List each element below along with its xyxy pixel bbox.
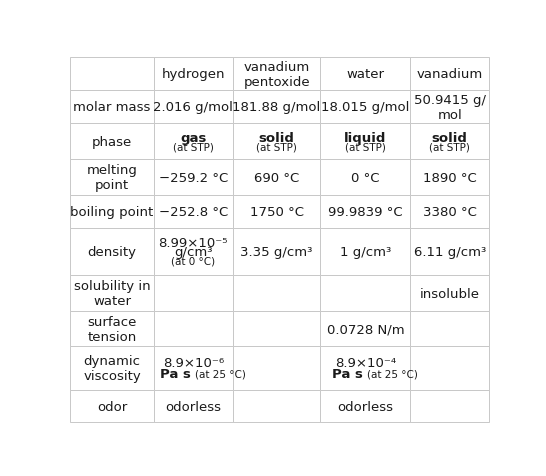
Text: 181.88 g/mol: 181.88 g/mol	[233, 101, 321, 114]
Bar	[70, 159, 154, 196]
Bar	[321, 276, 410, 311]
Text: odor: odor	[97, 400, 127, 413]
Bar	[410, 196, 489, 228]
Bar	[70, 347, 154, 390]
Bar	[154, 91, 233, 124]
Bar	[321, 58, 410, 91]
Bar	[70, 276, 154, 311]
Text: dynamic
viscosity: dynamic viscosity	[83, 354, 141, 382]
Text: vanadium
pentoxide: vanadium pentoxide	[244, 60, 310, 89]
Bar	[70, 91, 154, 124]
Text: (at 25 °C): (at 25 °C)	[367, 368, 418, 378]
Bar	[321, 159, 410, 196]
Text: 0.0728 N/m: 0.0728 N/m	[327, 323, 404, 336]
Text: (at STP): (at STP)	[173, 142, 213, 152]
Text: solubility in
water: solubility in water	[74, 279, 150, 307]
Bar	[410, 347, 489, 390]
Text: vanadium: vanadium	[417, 68, 483, 81]
Text: melting
point: melting point	[87, 164, 138, 192]
Text: water: water	[346, 68, 384, 81]
Text: 3.35 g/cm³: 3.35 g/cm³	[240, 246, 313, 258]
Bar	[321, 91, 410, 124]
Bar	[154, 347, 233, 390]
Text: hydrogen: hydrogen	[162, 68, 225, 81]
Text: 3380 °C: 3380 °C	[423, 206, 477, 218]
Bar	[154, 228, 233, 276]
Text: 1890 °C: 1890 °C	[423, 171, 477, 184]
Text: (at STP): (at STP)	[429, 142, 470, 152]
Text: boiling point: boiling point	[70, 206, 153, 218]
Bar	[233, 196, 321, 228]
Bar	[410, 124, 489, 159]
Text: surface
tension: surface tension	[87, 315, 136, 343]
Text: liquid: liquid	[344, 131, 387, 144]
Bar	[233, 276, 321, 311]
Bar	[70, 196, 154, 228]
Bar	[70, 311, 154, 347]
Bar	[410, 159, 489, 196]
Bar	[233, 390, 321, 423]
Text: 99.9839 °C: 99.9839 °C	[328, 206, 402, 218]
Text: Pa s: Pa s	[161, 367, 191, 380]
Text: −252.8 °C: −252.8 °C	[159, 206, 228, 218]
Text: insoluble: insoluble	[420, 287, 480, 300]
Bar	[154, 311, 233, 347]
Bar	[321, 390, 410, 423]
Text: 1750 °C: 1750 °C	[250, 206, 304, 218]
Text: (at 25 °C): (at 25 °C)	[195, 368, 246, 378]
Bar	[233, 91, 321, 124]
Text: 2.016 g/mol: 2.016 g/mol	[153, 101, 233, 114]
Bar	[321, 196, 410, 228]
Text: 0 °C: 0 °C	[351, 171, 379, 184]
Bar	[410, 91, 489, 124]
Text: gas: gas	[180, 131, 206, 144]
Bar	[410, 311, 489, 347]
Bar	[233, 228, 321, 276]
Bar	[233, 159, 321, 196]
Bar	[410, 276, 489, 311]
Bar	[321, 124, 410, 159]
Bar	[154, 390, 233, 423]
Bar	[70, 124, 154, 159]
Text: 1 g/cm³: 1 g/cm³	[340, 246, 391, 258]
Bar	[154, 276, 233, 311]
Bar	[70, 390, 154, 423]
Text: solid: solid	[259, 131, 294, 144]
Text: solid: solid	[432, 131, 468, 144]
Bar	[321, 228, 410, 276]
Text: phase: phase	[92, 135, 132, 148]
Bar	[154, 159, 233, 196]
Text: odorless: odorless	[165, 400, 221, 413]
Text: 690 °C: 690 °C	[254, 171, 299, 184]
Text: (at 0 °C): (at 0 °C)	[171, 256, 215, 266]
Bar	[154, 196, 233, 228]
Bar	[233, 124, 321, 159]
Bar	[410, 390, 489, 423]
Bar	[154, 124, 233, 159]
Bar	[154, 58, 233, 91]
Bar	[70, 228, 154, 276]
Bar	[233, 347, 321, 390]
Text: 6.11 g/cm³: 6.11 g/cm³	[414, 246, 486, 258]
Text: Pa s: Pa s	[333, 367, 363, 380]
Text: (at STP): (at STP)	[256, 142, 297, 152]
Bar	[233, 58, 321, 91]
Bar	[70, 58, 154, 91]
Text: 50.9415 g/
mol: 50.9415 g/ mol	[414, 93, 486, 121]
Text: density: density	[87, 246, 136, 258]
Text: 18.015 g/mol: 18.015 g/mol	[321, 101, 410, 114]
Bar	[321, 347, 410, 390]
Bar	[410, 58, 489, 91]
Bar	[410, 228, 489, 276]
Text: odorless: odorless	[337, 400, 393, 413]
Text: 8.99×10⁻⁵: 8.99×10⁻⁵	[158, 237, 228, 249]
Text: (at STP): (at STP)	[345, 142, 386, 152]
Text: 8.9×10⁻⁶: 8.9×10⁻⁶	[163, 357, 224, 369]
Text: g/cm³: g/cm³	[174, 246, 212, 258]
Bar	[233, 311, 321, 347]
Text: −259.2 °C: −259.2 °C	[159, 171, 228, 184]
Text: 8.9×10⁻⁴: 8.9×10⁻⁴	[335, 357, 396, 369]
Bar	[321, 311, 410, 347]
Text: molar mass: molar mass	[73, 101, 151, 114]
